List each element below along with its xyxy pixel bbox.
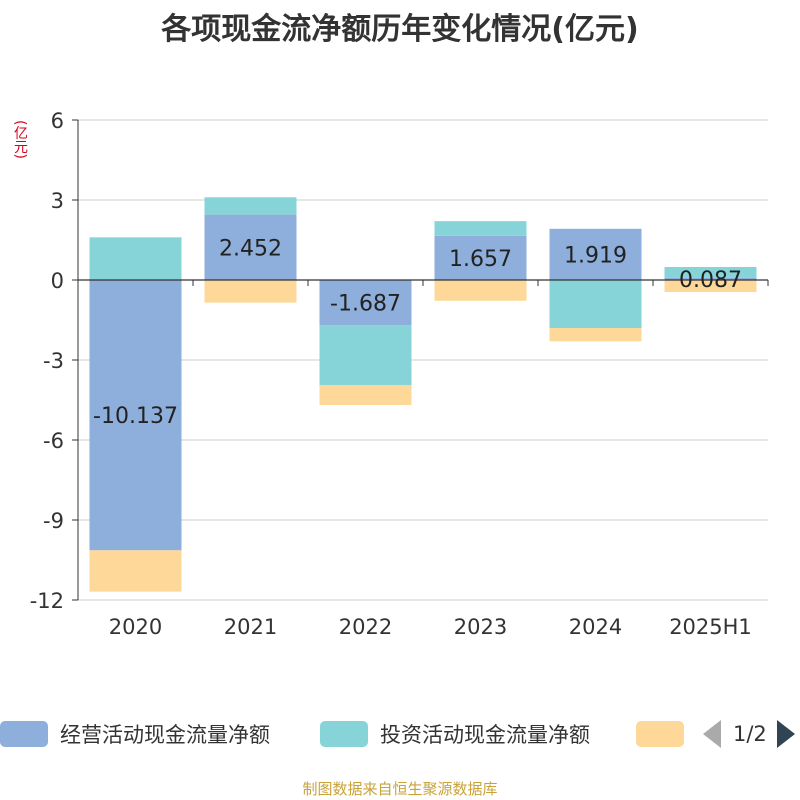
y-tick-label: -3 [43, 349, 64, 373]
chart-title: 各项现金流净额历年变化情况(亿元) [161, 12, 639, 47]
triangle-left-icon[interactable] [703, 720, 721, 748]
x-tick-label: 2025H1 [669, 615, 752, 639]
legend: 经营活动现金流量净额 投资活动现金流量净额 [0, 716, 800, 756]
data-label: 1.919 [564, 243, 627, 268]
bar-investing-2024 [549, 280, 642, 328]
y-tick-label: 0 [51, 269, 64, 293]
bar-financing-2023 [434, 280, 527, 301]
legend-item-operating[interactable]: 经营活动现金流量净额 [0, 716, 270, 752]
bar-investing-2020 [89, 237, 182, 280]
legend-swatch-investing [320, 721, 368, 747]
bar-financing-2020 [89, 550, 182, 592]
bar-investing-2021 [204, 197, 297, 215]
triangle-right-icon[interactable] [776, 720, 795, 748]
data-label: 0.087 [679, 268, 742, 293]
y-tick-label: 3 [51, 189, 64, 213]
bar-operating-2022 [319, 280, 412, 325]
x-tick-label: 2022 [339, 615, 392, 639]
source-note: 制图数据来自恒生聚源数据库 [302, 780, 498, 798]
chart-plot: 6 3 0 -3 -6 -9 -12 2020 2021 2022 2023 2024 2025H1 -… [30, 109, 769, 639]
legend-label-investing: 投资活动现金流量净额 [380, 723, 590, 747]
data-label: 2.452 [219, 236, 282, 261]
y-tick-label: 6 [51, 109, 64, 133]
grid-lines [78, 119, 768, 601]
bar-marks [89, 197, 757, 592]
legend-page-indicator: 1/2 [733, 722, 767, 746]
bar-financing-2021 [204, 280, 297, 303]
x-tick-label: 2021 [224, 615, 277, 639]
bar-operating-2025H1 [664, 277, 757, 280]
legend-swatch-financing [636, 721, 684, 747]
axes: 6 3 0 -3 -6 -9 -12 2020 2021 2022 2023 2024 2025H1 [30, 109, 769, 639]
data-label: -1.687 [330, 291, 401, 316]
x-tick-label: 2020 [109, 615, 162, 639]
y-tick-label: -9 [43, 509, 64, 533]
bar-investing-2025H1 [664, 267, 757, 278]
y-axis-unit-label: (亿元) [12, 120, 28, 159]
bar-operating-2020 [89, 280, 182, 551]
legend-swatch-operating [0, 721, 48, 747]
bar-financing-2022 [319, 384, 412, 405]
legend-item-financing[interactable] [636, 716, 696, 752]
y-tick-label: -6 [43, 429, 64, 453]
data-labels: -10.137 2.452 -1.687 1.657 1.919 0.087 [93, 236, 742, 429]
bar-operating-2024 [549, 228, 642, 280]
legend-item-investing[interactable]: 投资活动现金流量净额 [320, 716, 590, 752]
data-label: -10.137 [93, 404, 178, 429]
bar-investing-2023 [434, 221, 527, 236]
bar-operating-2021 [204, 214, 297, 280]
bar-investing-2022 [319, 324, 412, 385]
bar-financing-2025H1 [664, 280, 757, 292]
x-tick-label: 2024 [569, 615, 622, 639]
legend-label-operating: 经营活动现金流量净额 [60, 723, 270, 747]
legend-pager: 1/2 [700, 716, 800, 752]
x-tick-label: 2023 [454, 615, 507, 639]
bar-financing-2024 [549, 328, 642, 342]
data-label: 1.657 [449, 247, 512, 272]
bar-operating-2023 [434, 235, 527, 280]
y-tick-label: -12 [30, 589, 64, 613]
